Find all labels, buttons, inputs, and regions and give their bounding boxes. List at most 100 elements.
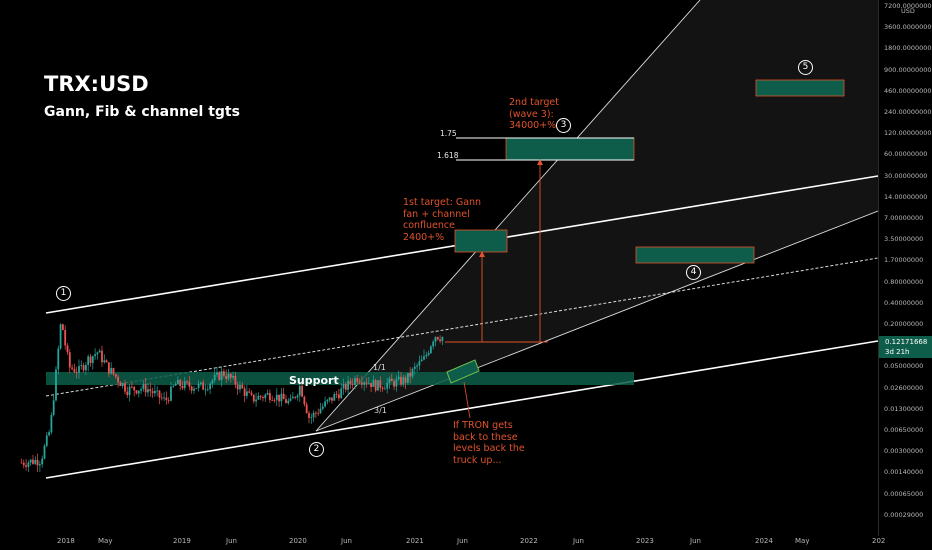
support-zone	[46, 372, 634, 385]
candle-body	[429, 346, 432, 354]
candle-body	[374, 380, 377, 391]
candle-body	[186, 381, 188, 383]
candle-body	[32, 459, 34, 464]
target1-note: 1st target: Gann fan + channel confluenc…	[403, 197, 482, 243]
time-tick-label: 2023	[636, 537, 654, 545]
candle-body	[381, 387, 384, 389]
candle-body	[27, 462, 30, 467]
candle-body	[278, 394, 280, 402]
candle-body	[331, 397, 333, 401]
wave-2-marker: 2	[309, 442, 324, 457]
price-chart[interactable]	[0, 0, 878, 536]
candle-body	[144, 384, 147, 393]
price-tick-label: 3.50000000	[884, 235, 924, 244]
candle-body	[55, 369, 57, 401]
candle-body	[358, 381, 361, 383]
candle-body	[271, 400, 274, 401]
candle-body	[354, 378, 356, 385]
candle-body	[303, 396, 306, 405]
candle-body	[239, 384, 241, 390]
candle-body	[128, 386, 131, 396]
wave5-zone	[755, 79, 845, 97]
gann-ratio-3x1: 3/1	[374, 406, 387, 415]
candle-body	[342, 384, 345, 389]
candle-body	[38, 464, 41, 466]
candle-body	[386, 382, 389, 389]
last-price-value: 0.12171668	[885, 338, 928, 346]
candle-body	[301, 385, 303, 397]
candle-body	[367, 382, 370, 384]
wave-1-marker: 1	[56, 286, 71, 301]
candle-body	[441, 336, 444, 342]
time-tick-label: 2018	[57, 537, 75, 545]
candle-body	[285, 399, 287, 404]
candle-body	[82, 365, 85, 371]
candle-body	[71, 367, 73, 369]
price-tick-label: 0.00140000	[884, 468, 924, 477]
candle-body	[287, 400, 290, 404]
candle-body	[351, 383, 354, 385]
candle-body	[347, 380, 349, 390]
candle-body	[360, 382, 363, 385]
candle-body	[73, 368, 76, 373]
price-axis[interactable]	[878, 0, 932, 536]
candle-body	[377, 380, 379, 391]
price-tick-label: 1800.00000000	[884, 44, 932, 53]
candle-body	[404, 377, 407, 383]
candle-body	[252, 394, 255, 402]
candle-body	[434, 337, 437, 342]
candle-body	[227, 373, 230, 379]
candle-body	[105, 360, 108, 363]
candle-body	[245, 391, 248, 396]
candle-body	[45, 435, 48, 446]
candle-body	[370, 382, 372, 388]
candle-body	[324, 401, 326, 407]
price-tick-label: 0.02600000	[884, 383, 924, 392]
price-tick-label: 0.40000000	[884, 298, 924, 307]
candle-body	[22, 462, 25, 466]
price-tick-label: 60.00000000	[884, 150, 928, 159]
gann-ratio-1x1: 1/1	[373, 363, 386, 372]
candle-body	[50, 414, 53, 433]
time-tick-label: 202	[872, 537, 886, 545]
candle-body	[181, 386, 184, 389]
time-tick-label: 2022	[520, 537, 538, 545]
candle-body	[337, 394, 340, 399]
wave-4-marker: 4	[686, 265, 701, 280]
candle-body	[328, 397, 331, 400]
candle-body	[167, 400, 170, 401]
candle-body	[236, 384, 239, 390]
fib-175-label: 1.75	[440, 129, 457, 138]
candle-body	[400, 376, 402, 385]
candle-body	[179, 379, 182, 387]
candle-body	[68, 352, 71, 368]
candle-body	[379, 380, 382, 388]
candle-body	[84, 365, 87, 371]
candle-body	[103, 360, 106, 363]
candle-body	[91, 356, 94, 363]
price-tick-label: 0.00650000	[884, 426, 924, 434]
candle-body	[211, 380, 214, 384]
candle-body	[372, 380, 375, 388]
candle-body	[149, 389, 152, 392]
candle-body	[229, 373, 232, 378]
candle-body	[94, 354, 96, 357]
candle-body	[114, 374, 117, 377]
candle-body	[156, 390, 159, 392]
candle-body	[98, 350, 101, 353]
candle-body	[193, 388, 195, 391]
price-tick-label: 3600.00000000	[884, 23, 932, 32]
candle-body	[61, 324, 64, 331]
measure-arrow-2	[537, 159, 543, 165]
candle-body	[259, 396, 262, 398]
fib-1618-label: 1.618	[437, 151, 459, 160]
gann-1x1-line	[315, 0, 701, 432]
gann-fan-fill	[316, 0, 878, 431]
candle-body	[296, 395, 299, 398]
candle-body	[402, 377, 405, 385]
candle-body	[199, 382, 202, 384]
chart-subtitle: Gann, Fib & channel tgts	[44, 104, 240, 120]
time-tick-label: May	[795, 537, 810, 545]
candle-body	[153, 390, 156, 394]
time-tick-label: Jun	[341, 537, 352, 545]
